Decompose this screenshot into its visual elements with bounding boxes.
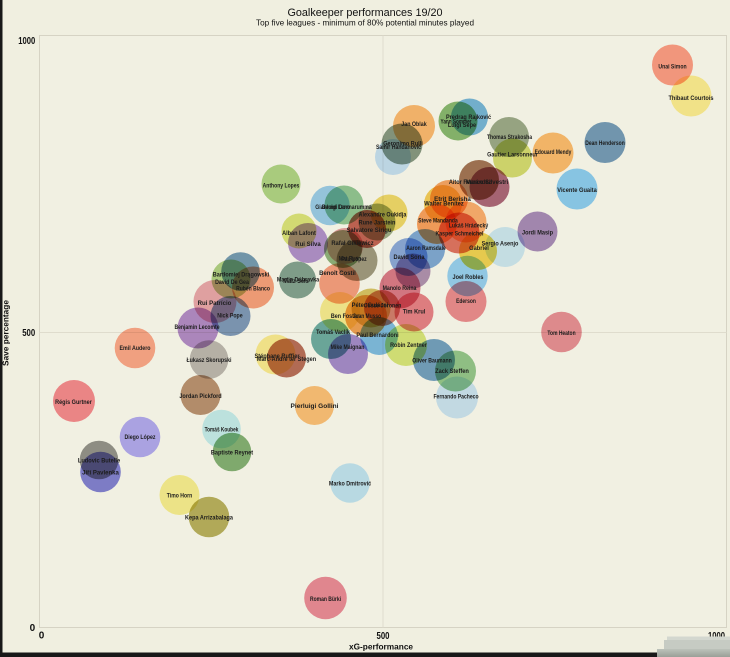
svg-text:Marco Silvestri: Marco Silvestri [466,179,508,186]
svg-text:Benjamin Lecomte: Benjamin Lecomte [174,324,219,331]
svg-text:Łukasz Skorupski: Łukasz Skorupski [186,357,231,364]
svg-text:Tomáš Koubek: Tomáš Koubek [205,426,239,433]
svg-text:Benoît Costil: Benoît Costil [319,270,356,277]
svg-text:Bartłomiej Drągowski: Bartłomiej Drągowski [213,271,270,278]
svg-text:Unai Simon: Unai Simon [658,63,686,70]
svg-text:Tim Krul: Tim Krul [403,308,426,315]
svg-text:Bernd Leno: Bernd Leno [322,204,350,211]
svg-text:Geronimo Rulli: Geronimo Rulli [383,140,423,147]
svg-text:Predrag Rajković: Predrag Rajković [446,114,491,121]
svg-text:xG-performance: xG-performance [349,642,413,652]
svg-text:David De Gea: David De Gea [215,279,249,286]
svg-text:Matz Sels: Matz Sels [283,278,309,285]
svg-text:Gabriel: Gabriel [469,245,489,252]
svg-text:0: 0 [39,631,45,642]
svg-text:Gautier Larsonneur: Gautier Larsonneur [487,151,538,158]
svg-text:Ben Foster: Ben Foster [331,313,360,320]
svg-text:Luigi Sepe: Luigi Sepe [448,122,476,129]
svg-text:Lukáš Hrádecký: Lukáš Hrádecký [449,222,489,229]
svg-text:Steve Mandanda: Steve Mandanda [418,217,458,224]
svg-text:Thomas Strakosha: Thomas Strakosha [487,134,532,141]
svg-text:Anthony Lopes: Anthony Lopes [263,182,300,189]
svg-text:Ederson: Ederson [456,298,476,305]
svg-text:Pierluigi Gollini: Pierluigi Gollini [291,403,339,410]
svg-text:Jordan Pickford: Jordan Pickford [179,393,221,400]
svg-text:David Soria: David Soria [394,254,425,261]
svg-text:Marko Dmitrović: Marko Dmitrović [329,480,372,487]
svg-text:Pau López: Pau López [341,256,367,263]
svg-text:Jordi Masip: Jordi Masip [522,229,553,236]
svg-text:Sergio Asenjo: Sergio Asenjo [482,240,519,247]
svg-text:Emil Audero: Emil Audero [120,345,151,352]
svg-text:Mike Maignan: Mike Maignan [331,344,365,351]
svg-text:Baptiste Reynet: Baptiste Reynet [211,449,254,456]
svg-text:Stéphane Ruffier: Stéphane Ruffier [254,353,299,360]
svg-text:Top five leagues - minimum of: Top five leagues - minimum of 80% potent… [256,18,474,28]
svg-text:Oliver Baumann: Oliver Baumann [412,357,452,364]
svg-text:Gianluigi Donnarumma: Gianluigi Donnarumma [315,204,372,211]
svg-text:Goalkeeper performances 19/20: Goalkeeper performances 19/20 [288,7,443,19]
svg-text:Manolo Reina: Manolo Reina [383,285,417,292]
svg-text:500: 500 [377,631,390,642]
svg-text:Yann Sommer: Yann Sommer [441,118,472,125]
svg-text:Tom Heaton: Tom Heaton [547,330,575,337]
svg-text:Nick Pope: Nick Pope [217,312,243,319]
svg-text:Timo Horn: Timo Horn [167,492,192,499]
svg-text:Walter Benítez: Walter Benítez [424,200,464,207]
svg-text:500: 500 [22,328,35,339]
svg-text:Tomáš Vaclík: Tomáš Vaclík [316,329,350,336]
svg-text:Kepa Arrizabalaga: Kepa Arrizabalaga [185,514,233,521]
svg-text:Rune Jarstein: Rune Jarstein [359,219,396,226]
svg-text:Joel Robles: Joel Robles [453,274,484,281]
svg-text:Dean Henderson: Dean Henderson [585,140,625,147]
svg-text:0: 0 [30,623,36,634]
svg-text:Vicente Guaita: Vicente Guaita [557,187,597,194]
svg-text:Alban Lafont: Alban Lafont [282,230,316,237]
svg-text:Jiří Pavlenka: Jiří Pavlenka [82,469,119,476]
svg-text:Samir Handanovič: Samir Handanovič [376,144,421,151]
svg-text:Marc-André ter Stegen: Marc-André ter Stegen [257,356,316,363]
svg-text:Edouard Mendy: Edouard Mendy [535,149,572,156]
svg-text:Etrit Berisha: Etrit Berisha [434,196,471,203]
svg-text:Thibaut Courtois: Thibaut Courtois [668,95,713,102]
svg-text:1000: 1000 [18,36,35,47]
svg-text:Martin Dúbravka: Martin Dúbravka [277,276,320,283]
svg-text:Juan Musso: Juan Musso [353,313,381,320]
svg-text:Régis Gurtner: Régis Gurtner [55,399,92,406]
svg-text:Diego López: Diego López [125,434,157,441]
svg-text:Roman Bürki: Roman Bürki [310,596,341,603]
svg-text:Jesse Joronen: Jesse Joronen [365,302,402,309]
svg-text:Kasper Schmeichel: Kasper Schmeichel [436,230,484,237]
svg-text:Alexandre Oukidja: Alexandre Oukidja [359,211,407,218]
svg-text:Save percentage: Save percentage [1,300,11,366]
svg-text:Rubén Blanco: Rubén Blanco [236,285,270,292]
svg-text:Rafał Gikiewicz: Rafał Gikiewicz [331,240,374,247]
svg-text:Ludovic Butelle: Ludovic Butelle [78,457,121,464]
svg-text:Mat Ryan: Mat Ryan [339,255,362,262]
svg-text:Zack Steffen: Zack Steffen [435,368,469,375]
svg-text:Salvatore Sirigu: Salvatore Sirigu [346,227,391,234]
svg-text:Paul Bernardoni: Paul Bernardoni [356,332,398,339]
svg-text:Péter Gulácsi: Péter Gulácsi [352,302,389,309]
svg-text:Aitor Fernández: Aitor Fernández [449,179,492,186]
svg-text:Robin Zentner: Robin Zentner [390,342,427,349]
svg-text:Rui Silva: Rui Silva [295,241,321,248]
svg-text:Aaron Ramsdale: Aaron Ramsdale [406,245,446,252]
svg-text:Rui Patrício: Rui Patrício [198,300,232,307]
svg-text:Jan Oblak: Jan Oblak [401,121,427,128]
svg-text:Fernando Pacheco: Fernando Pacheco [433,393,478,400]
